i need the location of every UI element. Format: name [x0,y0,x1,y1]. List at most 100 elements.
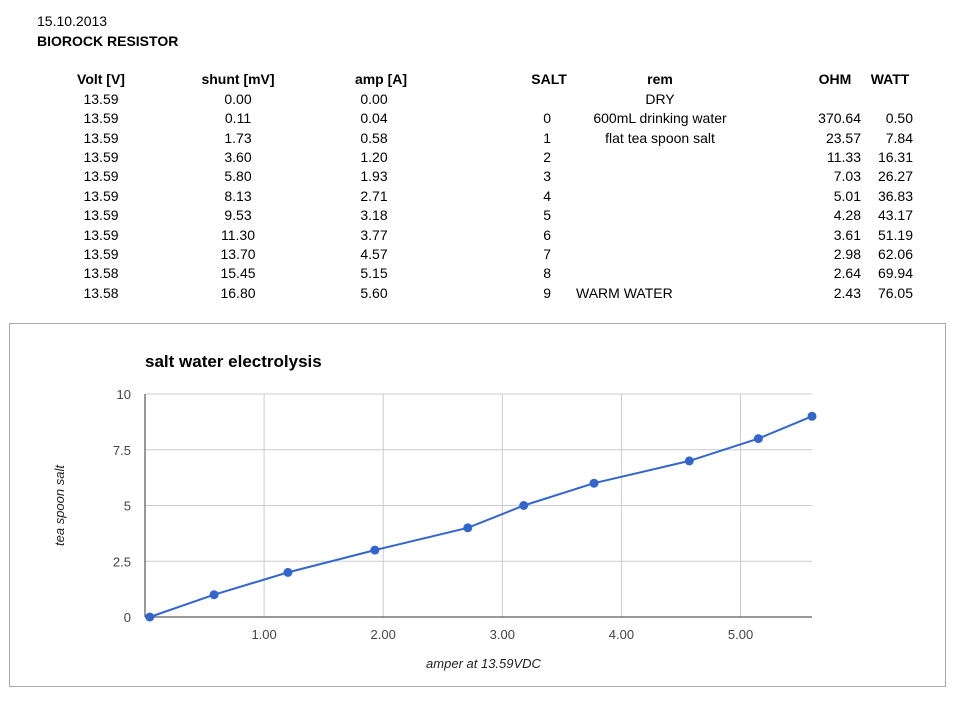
cell-watt: 36.83 [877,187,913,204]
cell-volt: 13.58 [83,265,119,282]
cell-salt: 2 [543,149,551,166]
x-tick-label: 4.00 [609,627,634,642]
cell-salt: 0 [543,110,551,127]
cell-salt: 7 [543,245,551,262]
data-point [463,523,473,533]
sheet-title: BIOROCK RESISTOR [37,33,179,49]
cell-ohm: 2.98 [833,245,861,262]
y-tick-label: 10 [117,387,131,402]
cell-shunt: 8.13 [224,187,252,204]
cell-salt: 8 [543,265,551,282]
cell-watt: 16.31 [877,149,913,166]
col-header-watt: WATT [870,71,910,87]
cell-watt: 7.84 [885,129,913,146]
cell-watt: 76.05 [877,284,913,301]
cell-shunt: 13.70 [220,245,256,262]
cell-volt: 13.58 [83,284,119,301]
y-tick-label: 7.5 [113,443,131,458]
sheet-date: 15.10.2013 [37,13,108,29]
col-header-salt: SALT [531,71,567,87]
cell-shunt: 0.11 [224,110,252,127]
cell-watt: 26.27 [877,168,913,185]
x-tick-label: 1.00 [251,627,276,642]
col-header-rem: rem [647,71,673,87]
x-tick-label: 5.00 [728,627,753,642]
cell-ohm: 7.03 [833,168,861,185]
cell-rem: flat tea spoon salt [605,129,715,146]
cell-rem: WARM WATER [576,284,673,301]
data-point [145,612,155,622]
cell-amp: 3.77 [360,226,388,243]
cell-volt: 13.59 [83,91,119,107]
cell-ohm: 2.64 [833,265,861,282]
cell-shunt: 9.53 [224,207,252,224]
cell-volt: 13.59 [83,129,119,146]
cell-shunt: 1.73 [224,129,252,146]
cell-watt: 51.19 [877,226,913,243]
cell-volt: 13.59 [83,207,119,224]
y-tick-label: 5 [124,499,131,514]
cell-amp: 5.60 [360,284,388,301]
cell-amp: 3.18 [360,207,388,224]
chart-title: salt water electrolysis [145,352,322,371]
col-header-ohm: OHM [818,71,852,87]
y-axis-label: tea spoon salt [52,464,67,546]
cell-amp: 0.00 [360,91,388,107]
data-point [209,590,219,600]
cell-watt: 69.94 [877,265,913,282]
cell-shunt: 3.60 [224,149,252,166]
data-point [519,501,529,510]
cell-watt: 62.06 [877,245,913,262]
data-point [807,411,817,421]
cell-amp: 1.93 [360,168,388,185]
cell-amp: 1.20 [360,149,388,166]
data-point [370,545,380,555]
cell-salt: 6 [543,226,551,243]
cell-salt: 9 [543,284,551,301]
cell-shunt: 16.80 [220,284,256,301]
y-tick-label: 2.5 [113,554,131,569]
cell-salt: 1 [543,129,551,146]
cell-ohm: 2.43 [833,284,861,301]
cell-amp: 5.15 [360,265,388,282]
cell-salt: 4 [543,187,551,204]
cell-salt: 3 [543,168,551,185]
cell-amp: 4.57 [360,245,388,262]
cell-ohm: 23.57 [825,129,861,146]
cell-shunt: 11.30 [221,226,255,243]
x-axis-label: amper at 13.59VDC [426,656,542,671]
data-point [283,567,293,577]
cell-amp: 0.58 [360,129,388,146]
cell-ohm: 11.33 [827,149,861,166]
electrolysis-chart: 0 2.5 5 7.5 10 1.00 2.00 3.00 4.00 5.00 salt water… [52,352,817,671]
cell-rem: DRY [645,91,675,107]
cell-volt: 13.59 [83,110,119,127]
cell-amp: 2.71 [360,187,388,204]
cell-watt: 43.17 [877,207,913,224]
cell-volt: 13.59 [83,226,119,243]
y-tick-label: 0 [124,610,131,625]
cell-ohm: 370.64 [818,110,861,127]
col-header-volt: Volt [V] [77,71,125,87]
cell-shunt: 5.80 [224,168,252,185]
col-header-amp: amp [A] [354,71,408,87]
series-line [149,415,813,618]
data-point [589,478,599,488]
cell-amp: 0.04 [360,110,388,127]
cell-volt: 13.59 [83,187,119,204]
x-tick-label: 2.00 [371,627,396,642]
cell-ohm: 5.01 [833,187,861,204]
cell-volt: 13.59 [83,245,119,262]
cell-volt: 13.59 [83,168,119,185]
data-point [684,456,694,466]
cell-salt: 5 [543,207,551,224]
cell-rem: 600mL drinking water [593,110,727,127]
cell-watt: 0.50 [885,110,913,127]
cell-volt: 13.59 [83,149,119,166]
cell-ohm: 4.28 [833,207,861,224]
data-point [753,434,763,444]
cell-shunt: 15.45 [220,265,256,282]
cell-shunt: 0.00 [224,91,252,107]
col-header-shunt: shunt [mV] [201,71,275,87]
cell-ohm: 3.61 [833,226,861,243]
